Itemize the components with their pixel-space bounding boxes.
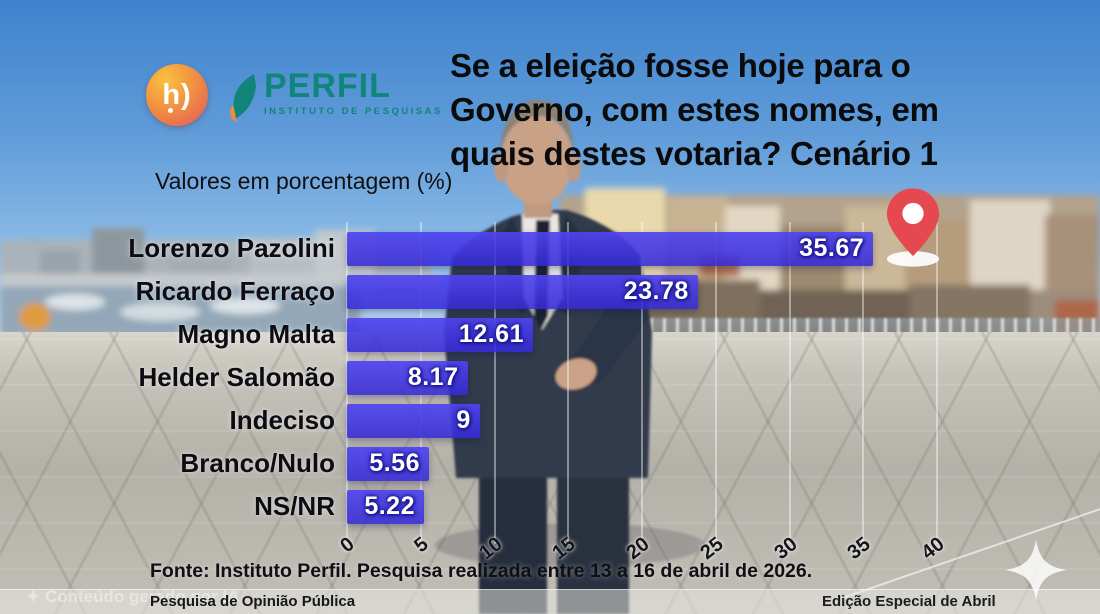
bar-value-label: 5.56 — [369, 449, 420, 477]
footer-separator — [0, 589, 1100, 590]
bar-value-label: 35.67 — [799, 234, 865, 262]
brand-name: PERFIL — [264, 67, 391, 105]
brand-subtitle: INSTITUTO DE PESQUISAS — [264, 106, 443, 117]
bar-row: Magno Malta 12.61 — [0, 313, 1100, 356]
gridline — [641, 222, 643, 544]
gridline — [788, 222, 791, 544]
perfil-leaf-icon — [230, 74, 256, 122]
gridline — [493, 222, 496, 544]
bar: 23.78 — [347, 274, 698, 309]
station-logo: h) PERFIL INSTITUTO DE PESQUISAS — [146, 64, 443, 126]
bar-row: Lorenzo Pazolini 35.67 — [0, 227, 1100, 270]
bar: 8.17 — [347, 360, 468, 395]
bar-value-label: 9 — [456, 406, 471, 434]
gridline — [567, 222, 570, 544]
bar-value-label: 23.78 — [623, 277, 689, 305]
category-label: Indeciso — [229, 405, 335, 435]
bar-chart-rows: Lorenzo Pazolini 35.67 Ricardo Ferraço 23.7… — [0, 227, 1100, 528]
bar-row: NS/NR 5.22 — [0, 485, 1100, 528]
bar-row: Helder Salomão 8.17 — [0, 356, 1100, 399]
bar: 9 — [347, 403, 480, 438]
chart-subtitle: Valores em porcentagem (%) — [155, 168, 453, 194]
ticker-right-text: Edição Especial de Abril — [822, 593, 996, 610]
bar-row: Branco/Nulo 5.56 — [0, 442, 1100, 485]
bar-row: Indeciso 9 — [0, 399, 1100, 442]
left-skyline — [0, 228, 440, 336]
title-line-1: Se a eleição fosse hoje para o — [450, 47, 911, 84]
category-label: NS/NR — [254, 491, 335, 521]
source-line: Fonte: Instituto Perfil. Pesquisa realiz… — [150, 560, 813, 582]
h-circle-logo-icon: h) — [146, 64, 208, 126]
category-label: Magno Malta — [177, 319, 335, 349]
gridline — [936, 222, 938, 544]
bar: 5.22 — [347, 489, 424, 524]
bar: 12.61 — [347, 317, 533, 352]
title-line-2: Governo, com estes nomes, em — [450, 91, 939, 128]
location-pin-icon — [886, 188, 940, 267]
bottom-ticker-bar — [0, 590, 1100, 614]
title-line-3: quais destes votaria? Cenário 1 — [450, 135, 938, 172]
sparkle-icon — [1005, 539, 1067, 601]
category-label: Lorenzo Pazolini — [128, 233, 335, 263]
category-label: Branco/Nulo — [180, 448, 335, 478]
bar-value-label: 5.22 — [364, 492, 415, 520]
bar: 35.67 — [347, 231, 874, 266]
gridline — [862, 222, 865, 544]
category-label: Helder Salomão — [138, 362, 335, 392]
bar-value-label: 12.61 — [458, 320, 524, 348]
bar-row: Ricardo Ferraço 23.78 — [0, 270, 1100, 313]
poll-question-title: Se a eleição fosse hoje para o Governo, … — [450, 44, 1100, 176]
gridline — [714, 222, 717, 544]
logo-mark-text: h) — [162, 78, 192, 111]
category-label: Ricardo Ferraço — [135, 276, 335, 306]
bar: 5.56 — [347, 446, 429, 481]
perfil-brand: PERFIL INSTITUTO DE PESQUISAS — [264, 68, 443, 117]
ticker-left-text: Pesquisa de Opinião Pública — [150, 593, 356, 610]
bar-value-label: 8.17 — [407, 363, 459, 391]
